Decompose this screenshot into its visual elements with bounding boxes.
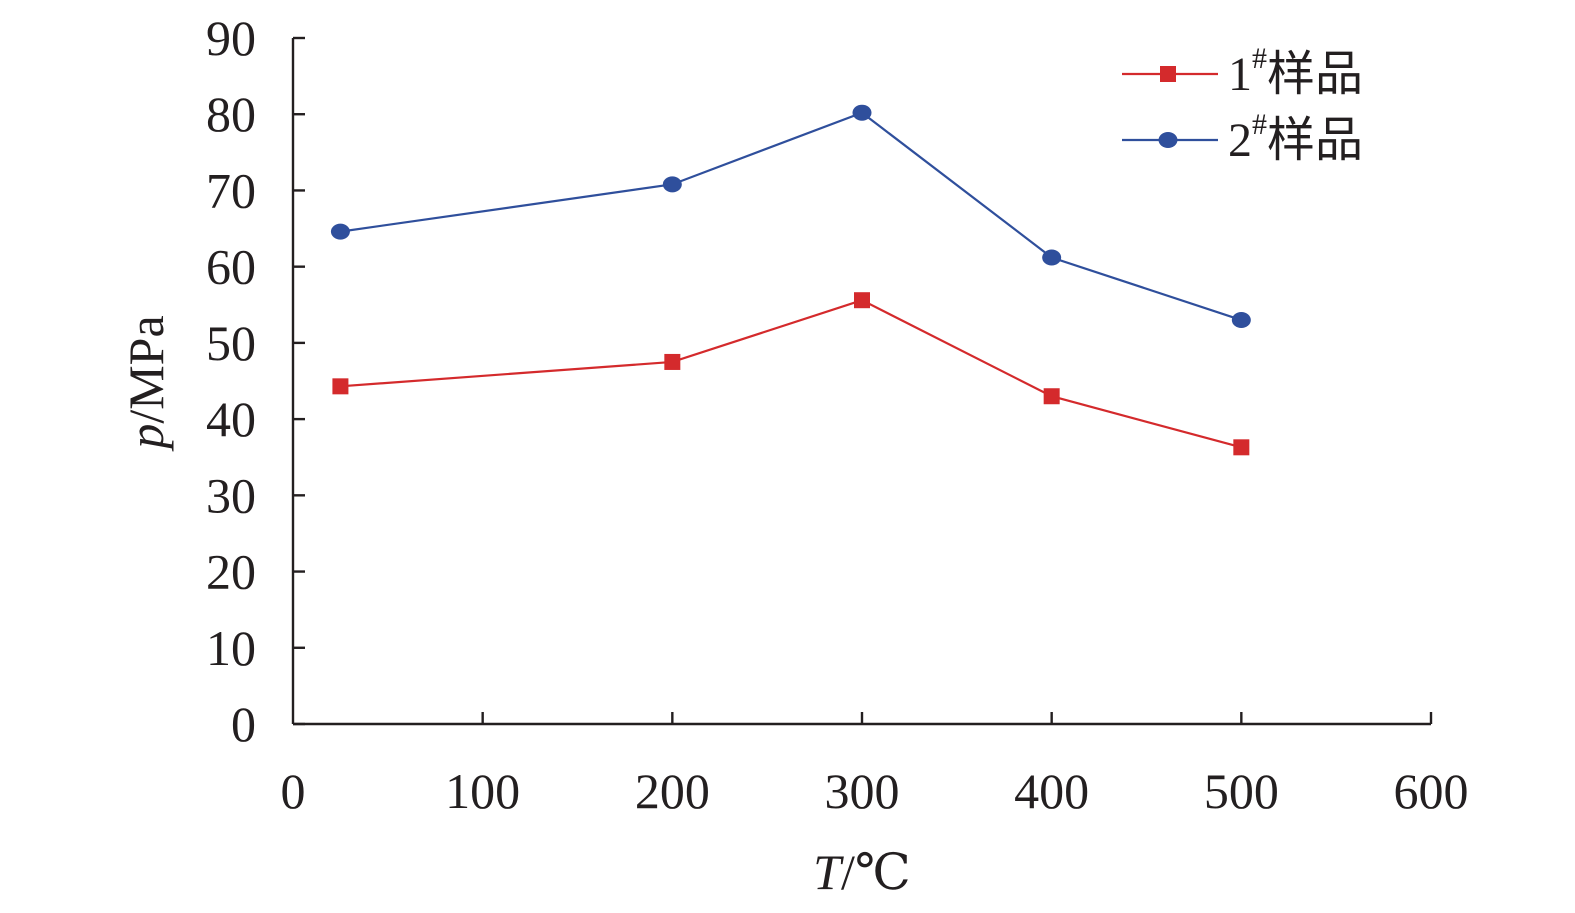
y-tick-label: 10	[206, 620, 256, 676]
x-tick-label: 100	[445, 763, 520, 819]
x-tick-label: 0	[281, 763, 306, 819]
legend-label: 2#样品	[1228, 108, 1363, 167]
series-1-point	[1043, 388, 1060, 405]
legend-item-1: 1#样品	[1122, 42, 1363, 101]
legend-label-suffix: 样品	[1267, 48, 1363, 101]
legend-label-sup: #	[1252, 42, 1267, 75]
x-ticks: 0 100 200 300 400 500 600	[281, 712, 1469, 819]
series-2-line	[340, 111, 1242, 322]
series-1-line	[340, 299, 1242, 449]
x-tick-label: 500	[1204, 763, 1279, 819]
series-1-point	[854, 292, 870, 309]
x-tick-label: 200	[635, 763, 710, 819]
y-tick-label: 70	[206, 162, 256, 218]
y-tick-label: 90	[206, 10, 256, 66]
series-1-point	[1233, 439, 1250, 456]
legend-label: 1#样品	[1228, 42, 1363, 101]
series-2-point	[852, 104, 872, 121]
legend: 1#样品2#样品	[1122, 42, 1363, 167]
y-ticks: 0 10 20 30 40 50 60 70 80 90	[206, 10, 305, 752]
axes	[291, 38, 1431, 726]
y-axis-title: p/MPa	[118, 315, 174, 451]
series-2-point	[330, 223, 350, 240]
x-tick-label: 400	[1014, 763, 1089, 819]
svg-text:p/MPa: p/MPa	[118, 315, 174, 451]
legend-swatch-marker	[1160, 66, 1176, 82]
legend-label-suffix: 样品	[1267, 114, 1363, 167]
y-tick-label: 30	[206, 467, 256, 523]
series-1-point	[332, 378, 349, 395]
series-2-point	[1042, 249, 1062, 266]
x-tick-label: 300	[825, 763, 900, 819]
legend-label-number: 2	[1228, 114, 1252, 167]
series-1	[332, 292, 1250, 456]
series-2-point	[1231, 312, 1251, 329]
x-tick-label: 600	[1394, 763, 1469, 819]
y-tick-label: 50	[206, 315, 256, 371]
legend-label-sup: #	[1252, 108, 1267, 141]
x-axis-unit: /℃	[841, 844, 911, 900]
y-axis-unit: /MPa	[118, 315, 174, 423]
series-2	[330, 104, 1251, 329]
series	[330, 104, 1251, 456]
y-axis-symbol: p	[118, 424, 174, 452]
y-tick-label: 80	[206, 86, 256, 142]
legend-swatch-marker	[1158, 132, 1178, 148]
legend-item-2: 2#样品	[1122, 108, 1363, 167]
svg-text:T/℃: T/℃	[813, 844, 911, 900]
y-tick-label: 60	[206, 239, 256, 295]
y-tick-label: 40	[206, 391, 256, 447]
x-axis-title: T/℃	[813, 844, 911, 900]
y-tick-label: 20	[206, 544, 256, 600]
series-2-point	[662, 176, 682, 193]
x-axis-symbol: T	[813, 844, 844, 900]
y-tick-label: 0	[231, 696, 256, 752]
legend-label-number: 1	[1228, 48, 1252, 101]
series-1-point	[664, 353, 681, 370]
